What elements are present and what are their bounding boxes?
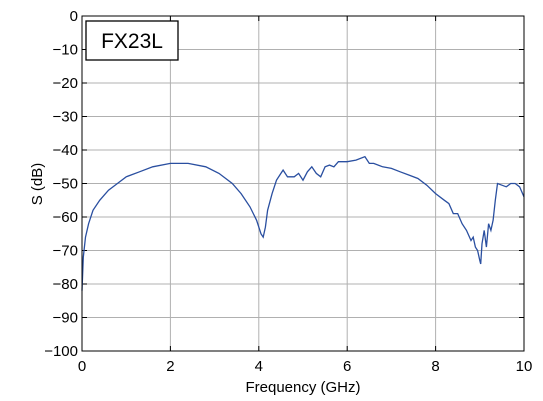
y-tick-label: −10 (53, 42, 78, 59)
x-tick-label: 6 (343, 358, 351, 375)
y-tick-label: −80 (53, 276, 78, 293)
x-tick-label: 2 (166, 358, 174, 375)
x-tick-labels: 0 2 4 6 8 10 (78, 358, 533, 375)
x-tick-label: 8 (431, 358, 439, 375)
gridlines (82, 16, 524, 351)
y-tick-label: −100 (44, 343, 78, 360)
x-axis-label: Frequency (GHz) (245, 379, 360, 396)
x-tick-label: 0 (78, 358, 86, 375)
plot-frame (81, 15, 525, 352)
y-tick-label: −60 (53, 209, 78, 226)
y-tick-label: −20 (53, 75, 78, 92)
y-tick-labels: 0 −10 −20 −30 −40 −50 −60 −70 −80 −90 −100 (44, 8, 78, 360)
series-line (81, 155, 525, 291)
y-tick-label: 0 (70, 8, 78, 25)
y-tick-label: −30 (53, 109, 78, 126)
x-tick-label: 10 (516, 358, 533, 375)
y-tick-label: −50 (53, 176, 78, 193)
x-tick-label: 4 (255, 358, 263, 375)
y-tick-label: −40 (53, 142, 78, 159)
y-axis-label: S (dB) (29, 163, 46, 206)
y-tick-label: −90 (53, 310, 78, 327)
annotation-label: FX23L (101, 30, 163, 53)
annotation-box (85, 20, 179, 61)
y-tick-label: −70 (53, 243, 78, 260)
